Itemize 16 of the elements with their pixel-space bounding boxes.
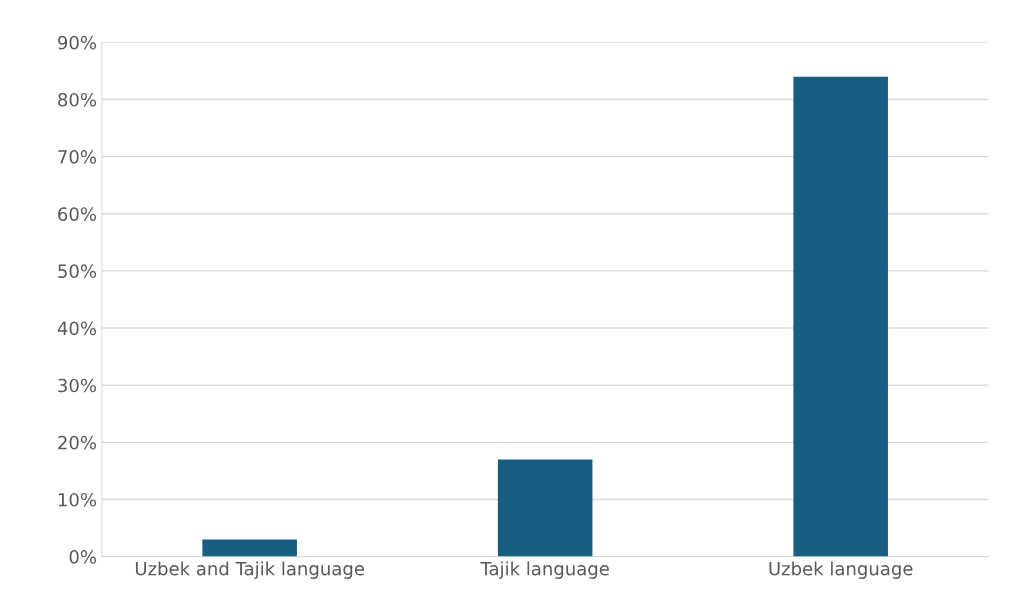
x-tick-label: Uzbek and Tajik language: [135, 561, 364, 579]
y-tick-label: 30%: [58, 378, 97, 393]
y-tick-label: 60%: [58, 207, 97, 221]
y-tick-label: 80%: [58, 92, 97, 107]
bar: [793, 76, 888, 557]
y-tick-label: 0%: [69, 550, 97, 564]
y-tick-label: 20%: [58, 435, 97, 450]
y-tick-label: 10%: [58, 492, 97, 507]
y-tick-label: 90%: [58, 35, 97, 50]
y-tick-label: 50%: [58, 264, 97, 279]
bar: [202, 539, 297, 557]
y-tick-label: 70%: [58, 150, 97, 164]
x-tick-label: Uzbek language: [769, 561, 913, 579]
x-tick-label: Tajik language: [480, 561, 609, 579]
bar: [497, 459, 593, 557]
y-tick-label: 40%: [57, 321, 97, 336]
